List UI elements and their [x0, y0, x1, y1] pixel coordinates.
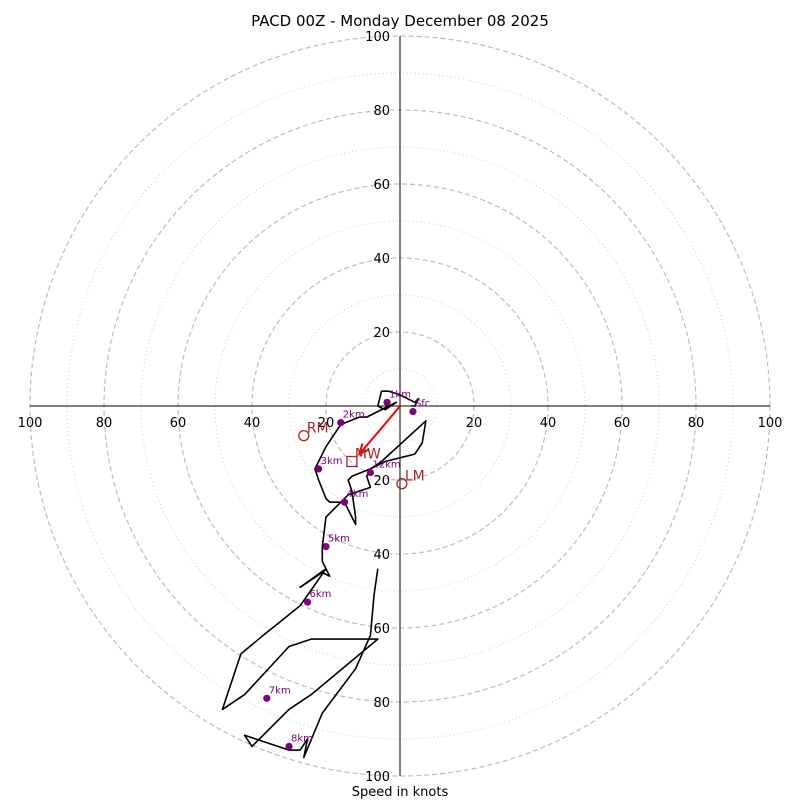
shear-vector-line [358, 405, 401, 455]
height-marker-1km [383, 398, 391, 406]
height-label-3km: 3km [321, 456, 343, 467]
storm-marker-rm [298, 429, 310, 442]
tick-down-20: 20 [373, 474, 390, 489]
storm-label-lm: LM [405, 469, 425, 485]
tick-up-40: 40 [373, 252, 390, 267]
storm-marker-lm [396, 478, 408, 490]
height-label-1km: 1km [389, 389, 411, 400]
height-label-4km: 4km [347, 489, 369, 500]
tick-right-80: 80 [688, 416, 705, 431]
storm-marker-mw [346, 455, 358, 468]
tick-left-20: 20 [318, 416, 335, 431]
height-marker-3km [315, 465, 323, 473]
storm-label-rm: RM [307, 421, 329, 437]
height-label-12km: 12km [372, 460, 400, 471]
axis-tick-labels: 20 20 20 20 40 40 40 40 60 60 60 60 80 80 80 80 100 100 10… [18, 30, 783, 785]
wind-profile-line-0 [221, 390, 427, 759]
tick-down-40: 40 [373, 548, 390, 563]
height-marker-12km [366, 469, 374, 477]
height-marker-7km [263, 694, 271, 702]
chart-title: PACD 00Z - Monday December 08 2025 [251, 12, 549, 30]
tick-left-100: 100 [18, 416, 43, 431]
tick-up-60: 60 [373, 178, 390, 193]
height-marker-sfc [409, 407, 417, 416]
tick-right-100: 100 [758, 416, 783, 431]
height-marker-8km [285, 742, 293, 751]
tick-up-100: 100 [365, 30, 390, 45]
x-axis-label: Speed in knots [352, 785, 449, 800]
height-label-8km: 8km [291, 733, 313, 744]
tick-up-80: 80 [373, 104, 390, 119]
tick-right-20: 20 [466, 416, 483, 431]
height-label-2km: 2km [343, 410, 365, 421]
height-label-sfc: Sfc [415, 399, 430, 410]
height-markers: Sfc 1km 2km 3km 4km 5km 6km 7km 8km 12km [263, 389, 430, 751]
height-marker-6km [303, 598, 312, 606]
tick-up-20: 20 [373, 326, 390, 341]
tick-right-40: 40 [540, 416, 557, 431]
tick-left-40: 40 [244, 416, 261, 431]
tick-down-100: 100 [365, 770, 390, 785]
height-marker-4km [340, 498, 349, 506]
wind-profile [221, 390, 427, 759]
tick-down-60: 60 [373, 622, 390, 637]
tick-right-60: 60 [614, 416, 631, 431]
height-label-5km: 5km [328, 534, 350, 545]
tick-left-60: 60 [170, 416, 187, 431]
height-label-6km: 6km [310, 589, 332, 600]
shear-arrowhead [357, 443, 370, 456]
tick-down-80: 80 [373, 696, 390, 711]
storm-label-mw: MW [355, 447, 381, 463]
height-marker-5km [322, 543, 330, 551]
height-marker-2km [337, 419, 345, 427]
tick-left-80: 80 [96, 416, 113, 431]
shear-vector [357, 405, 401, 456]
height-label-7km: 7km [269, 685, 291, 696]
storm-motion-markers: RM LM MW [298, 421, 425, 490]
